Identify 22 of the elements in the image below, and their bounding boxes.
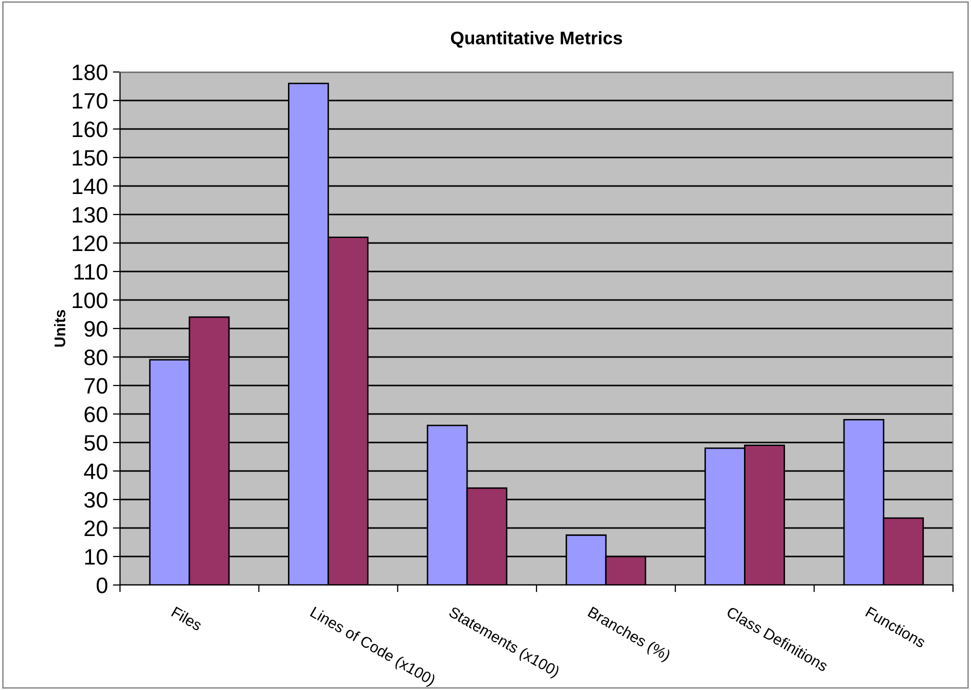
y-tick-label: 140 <box>72 178 108 194</box>
chart-title: Quantitative Metrics <box>450 31 622 48</box>
y-tick-label: 50 <box>84 435 108 451</box>
y-tick-label: 160 <box>72 122 108 138</box>
x-tick-label: Files <box>171 606 203 632</box>
y-tick-label: 180 <box>72 64 108 80</box>
y-tick-label: 90 <box>84 321 108 337</box>
y-tick-label: 130 <box>72 207 108 223</box>
y-axis-title: Units <box>54 310 66 347</box>
y-tick-label: 100 <box>72 292 108 308</box>
y-tick-label: 10 <box>85 549 108 565</box>
y-tick-label: 40 <box>84 464 108 480</box>
y-tick-label: 0 <box>96 578 108 594</box>
y-tick-label: 60 <box>84 406 108 422</box>
y-tick-label: 170 <box>72 93 108 109</box>
y-tick-label: 20 <box>84 520 108 536</box>
y-tick-label: 70 <box>84 378 108 394</box>
y-tick-label: 120 <box>72 236 108 252</box>
y-tick-label: 30 <box>84 492 108 508</box>
y-tick-label: 150 <box>72 150 108 166</box>
y-tick-label: 110 <box>74 264 108 280</box>
y-tick-label: 80 <box>84 350 108 366</box>
